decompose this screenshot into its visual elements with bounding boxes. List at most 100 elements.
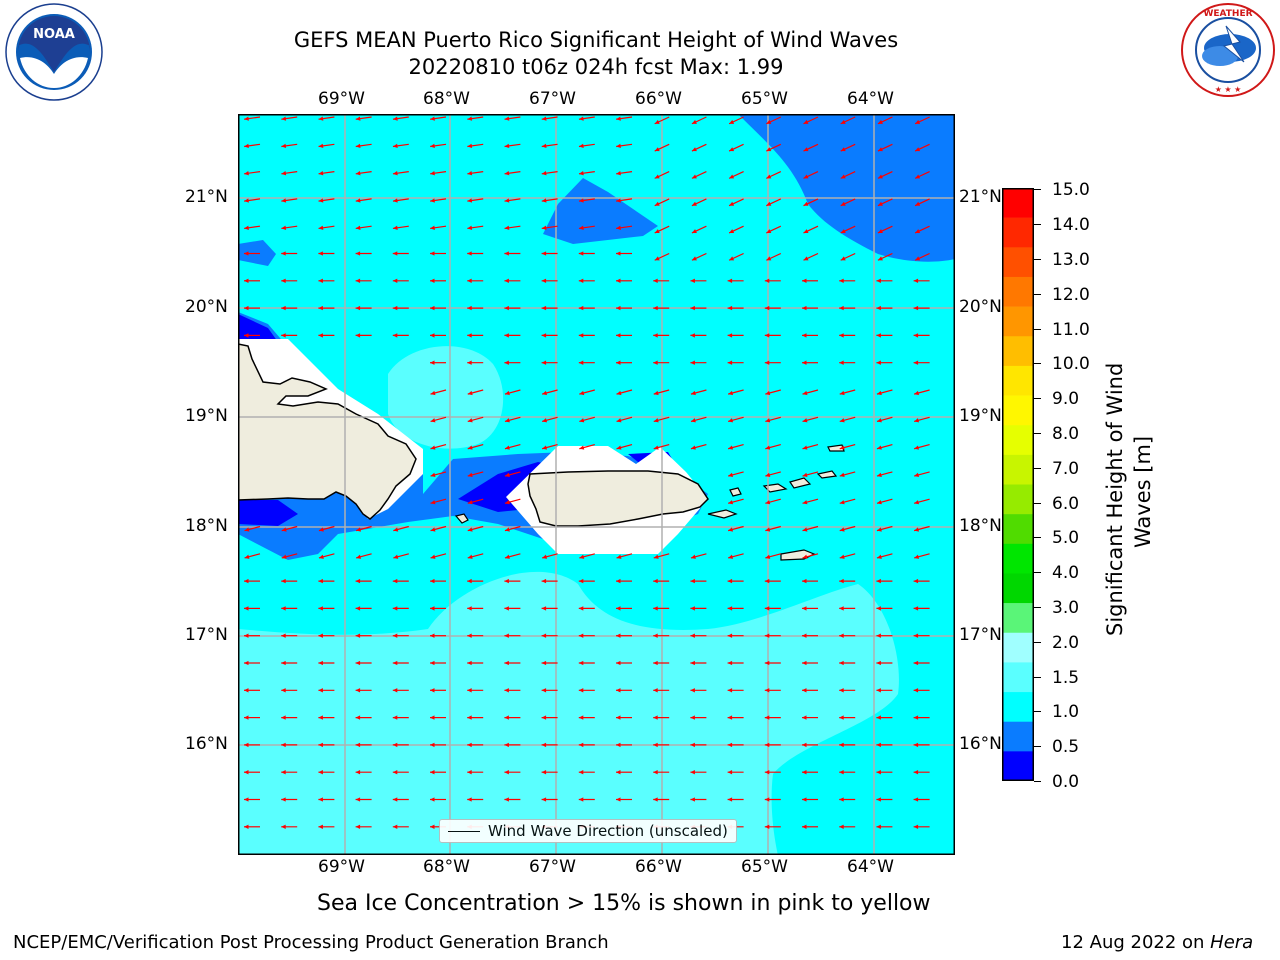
wave-direction-arrowhead xyxy=(877,256,883,261)
wave-direction-arrowhead xyxy=(876,305,881,311)
wave-direction-arrowhead xyxy=(803,119,809,124)
wave-direction-arrowhead xyxy=(430,360,435,365)
wave-direction-arrowhead xyxy=(914,554,920,559)
colorbar-cell xyxy=(1002,425,1034,456)
wave-direction-arrowhead xyxy=(542,554,548,559)
colorbar-tick-label: 7.0 xyxy=(1052,459,1080,479)
wave-direction-arrowhead xyxy=(467,251,472,256)
wave-direction-arrowhead xyxy=(914,418,920,423)
wave-direction-arrowhead xyxy=(690,715,695,720)
lon-label-top: 66°W xyxy=(635,89,682,109)
colorbar-tick-mark xyxy=(1034,259,1041,260)
wave-direction-arrowhead xyxy=(355,688,361,693)
wave-direction-arrowhead xyxy=(729,174,735,179)
wave-direction-arrowhead xyxy=(802,472,808,477)
wave-direction-arrowhead xyxy=(281,770,286,775)
wave-direction-arrowhead xyxy=(541,688,547,693)
wave-direction-arrowhead xyxy=(802,660,807,666)
wave-direction-arrowhead xyxy=(578,688,584,693)
wave-direction-arrowhead xyxy=(467,171,473,176)
colorbar-tick-label: 10.0 xyxy=(1052,354,1090,374)
wave-direction-arrowhead xyxy=(839,660,844,666)
colorbar-tick-label: 12.0 xyxy=(1052,285,1090,305)
wave-direction-arrowhead xyxy=(913,797,919,802)
wave-direction-arrowhead xyxy=(913,606,919,611)
colorbar-tick-mark xyxy=(1034,746,1041,747)
wave-direction-arrowhead xyxy=(318,742,323,748)
colorbar-cell xyxy=(1002,632,1034,663)
lat-label-left: 20°N xyxy=(185,297,228,317)
wave-direction-arrowhead xyxy=(392,715,398,720)
wave-direction-arrowhead xyxy=(876,660,881,666)
wave-direction-arrowhead xyxy=(728,472,734,477)
lon-label-top: 65°W xyxy=(741,89,788,109)
wave-direction-arrowhead xyxy=(504,198,510,203)
lat-label-left: 19°N xyxy=(185,406,228,426)
wave-direction-arrowhead xyxy=(430,606,435,611)
colorbar-tick-mark xyxy=(1034,433,1041,434)
wave-direction-arrowhead xyxy=(541,715,547,720)
lat-label-right: 17°N xyxy=(959,625,1002,645)
wave-direction-arrowhead xyxy=(467,606,472,611)
wave-direction-arrowhead xyxy=(504,688,509,693)
wave-direction-arrowhead xyxy=(504,445,510,450)
colorbar-cell xyxy=(1002,692,1034,722)
wave-direction-arrowhead xyxy=(318,633,323,638)
colorbar-tick-label: 1.0 xyxy=(1052,702,1080,722)
wave-direction-arrowhead xyxy=(653,770,658,775)
wave-direction-arrowhead xyxy=(876,472,882,477)
wave-direction-arrowhead xyxy=(877,119,883,124)
wave-direction-arrowhead xyxy=(355,578,361,584)
wave-direction-arrowhead xyxy=(913,578,919,584)
wave-direction-arrowhead xyxy=(766,256,772,261)
wave-direction-arrowhead xyxy=(654,147,660,152)
wave-direction-arrowhead xyxy=(430,225,435,230)
wave-direction-arrowhead xyxy=(579,445,585,450)
wave-direction-arrowhead xyxy=(578,742,584,748)
wave-direction-arrowhead xyxy=(876,554,882,559)
colorbar-tick-mark xyxy=(1034,503,1041,504)
wave-direction-arrowhead xyxy=(318,688,323,693)
wave-direction-arrowhead xyxy=(355,305,361,311)
wave-direction-arrowhead xyxy=(876,500,882,505)
wave-direction-arrowhead xyxy=(541,360,547,365)
wave-direction-arrowhead xyxy=(690,578,695,584)
colorbar-cell xyxy=(1002,543,1034,574)
wave-direction-arrowhead xyxy=(802,578,807,584)
wave-direction-arrowhead xyxy=(430,390,436,396)
wave-direction-arrowhead xyxy=(318,578,323,584)
wave-direction-arrowhead xyxy=(653,660,658,666)
wave-direction-arrowhead xyxy=(653,606,658,611)
wave-direction-arrowhead xyxy=(729,256,735,261)
wave-direction-arrowhead xyxy=(578,770,584,775)
wave-direction-arrowhead xyxy=(913,360,919,365)
wave-direction-arrowhead xyxy=(913,742,919,748)
wave-direction-arrowhead xyxy=(727,578,733,584)
wave-direction-arrowhead xyxy=(913,770,919,775)
wave-direction-arrowhead xyxy=(727,742,733,748)
wave-direction-arrowhead xyxy=(690,305,695,311)
wave-direction-arrowhead xyxy=(244,688,249,693)
wave-direction-arrowhead xyxy=(578,660,584,666)
lon-label-top: 67°W xyxy=(529,89,576,109)
wave-direction-arrowhead xyxy=(765,527,771,532)
wave-direction-arrowhead xyxy=(467,578,472,584)
wave-direction-arrowhead xyxy=(616,278,621,283)
lon-label-bottom: 69°W xyxy=(318,857,365,877)
wave-direction-arrowhead xyxy=(765,554,771,559)
wave-direction-arrowhead xyxy=(504,606,509,611)
wave-direction-arrowhead xyxy=(393,554,399,559)
colorbar-tick-label: 6.0 xyxy=(1052,494,1080,514)
wave-direction-arrowhead xyxy=(802,633,807,638)
wave-direction-arrowhead xyxy=(616,171,621,176)
colorbar-cell xyxy=(1002,603,1034,634)
wave-direction-arrowhead xyxy=(467,116,473,121)
wave-direction-arrowhead xyxy=(244,333,249,338)
wave-direction-arrowhead xyxy=(244,225,249,230)
wave-direction-arrowhead xyxy=(281,116,287,121)
colorbar-tick-mark xyxy=(1034,398,1041,399)
wave-direction-arrowhead xyxy=(839,554,845,559)
wave-direction-arrowhead xyxy=(467,198,473,203)
colorbar-cell xyxy=(1002,721,1034,752)
wave-direction-arrowhead xyxy=(541,578,547,584)
